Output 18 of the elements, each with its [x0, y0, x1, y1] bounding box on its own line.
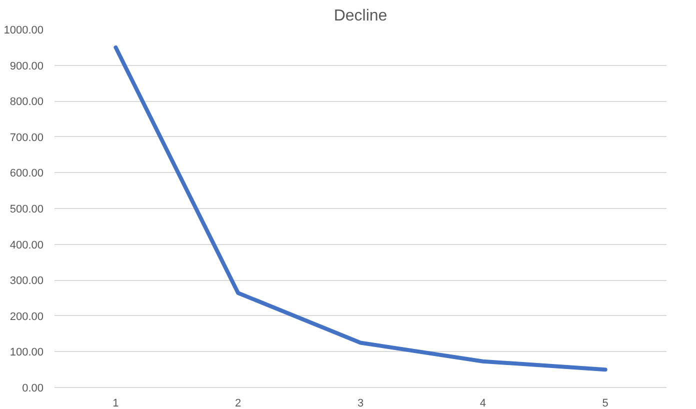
line-series	[114, 45, 608, 372]
y-tick-label: 200.00	[10, 310, 44, 323]
x-tick-label: 4	[480, 398, 486, 409]
y-tick-label: 500.00	[10, 204, 44, 216]
x-tick-label: 2	[235, 398, 242, 409]
y-tick-label: 300.00	[10, 275, 44, 288]
x-tick-label: 1	[112, 398, 119, 409]
y-tick-label: 400.00	[10, 239, 44, 252]
y-tick-label: 600.00	[10, 168, 44, 180]
y-tick-label: 700.00	[10, 132, 44, 144]
y-tick-label: 800.00	[10, 96, 44, 108]
y-tick-label: 1000.00	[4, 24, 44, 36]
y-tick-label: 100.00	[10, 346, 44, 359]
x-tick-label: 5	[602, 398, 608, 409]
chart-title: Decline	[334, 8, 388, 24]
x-tick-label: 3	[357, 398, 364, 409]
y-tick-label: 900.00	[10, 60, 44, 72]
y-tick-label: 0.00	[22, 382, 44, 394]
